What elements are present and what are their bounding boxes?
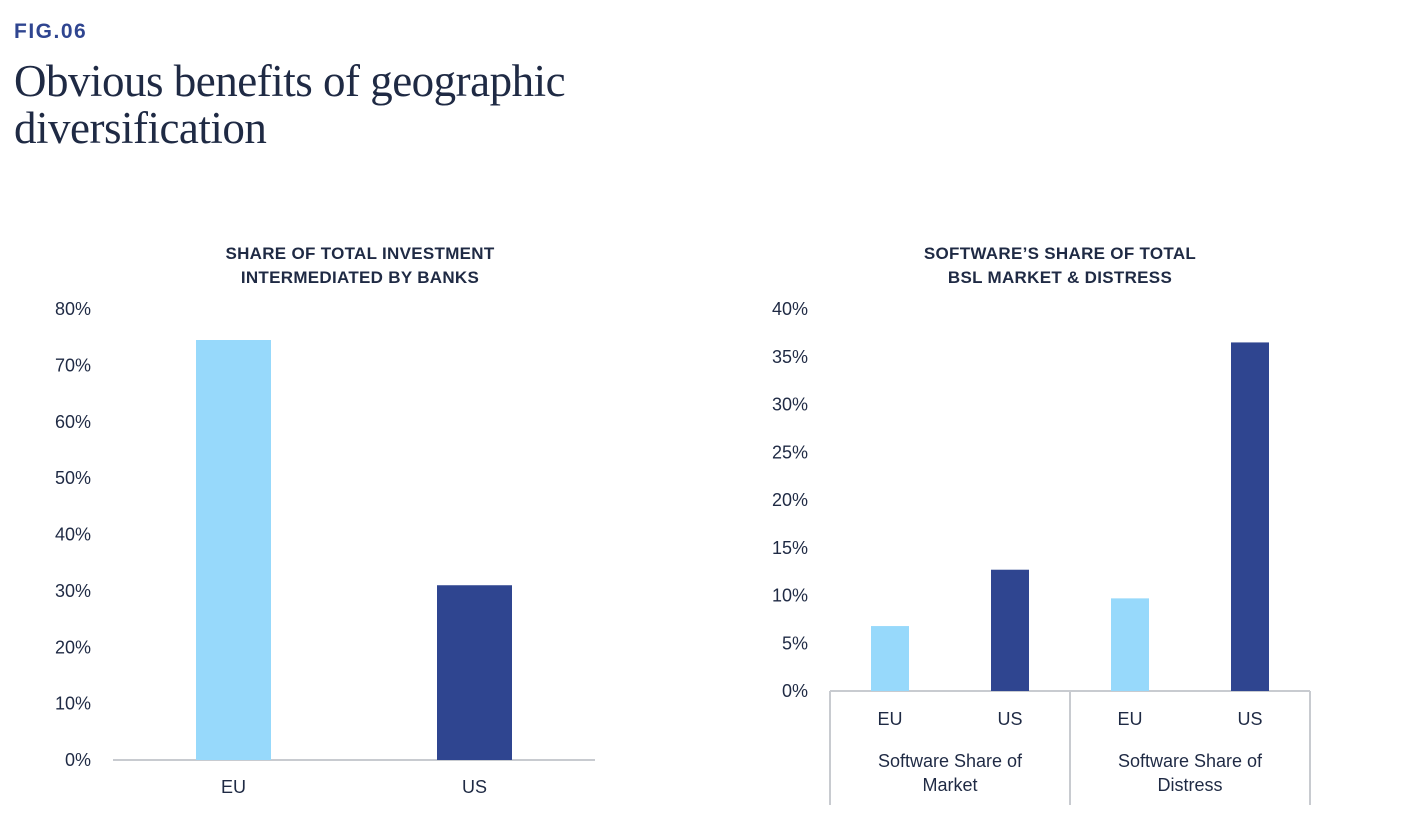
y-tick-label: 30%	[55, 581, 91, 601]
bar-us	[991, 569, 1029, 691]
chart-1-title-line-1: SHARE OF TOTAL INVESTMENT	[225, 244, 495, 263]
x-tick-label: EU	[1117, 709, 1142, 729]
group-label: Software Share of	[1118, 751, 1263, 771]
figure-title: Obvious benefits of geographic diversifi…	[14, 56, 566, 153]
figure-label: FIG.06	[14, 20, 88, 43]
group-label: Market	[922, 775, 977, 795]
y-tick-label: 25%	[772, 442, 808, 462]
y-tick-label: 15%	[772, 538, 808, 558]
chart-2-title: SOFTWARE’S SHARE OF TOTAL BSL MARKET & D…	[860, 242, 1260, 290]
group-label: Software Share of	[878, 751, 1023, 771]
chart-2-title-line-2: BSL MARKET & DISTRESS	[947, 268, 1173, 287]
y-tick-label: 70%	[55, 355, 91, 375]
y-tick-label: 10%	[772, 586, 808, 606]
chart-1-title: SHARE OF TOTAL INVESTMENT INTERMEDIATED …	[160, 242, 560, 290]
y-tick-label: 40%	[772, 299, 808, 319]
y-tick-label: 50%	[55, 468, 91, 488]
x-tick-label: US	[997, 709, 1022, 729]
y-tick-label: 20%	[55, 637, 91, 657]
x-tick-label: EU	[877, 709, 902, 729]
y-tick-label: 0%	[65, 750, 91, 770]
y-tick-label: 10%	[55, 694, 91, 714]
y-tick-label: 20%	[772, 490, 808, 510]
y-tick-label: 60%	[55, 412, 91, 432]
y-tick-label: 80%	[55, 299, 91, 319]
y-tick-label: 35%	[772, 347, 808, 367]
y-tick-label: 5%	[782, 633, 808, 653]
x-tick-label: US	[462, 777, 487, 797]
bar-us	[1231, 342, 1269, 691]
y-tick-label: 0%	[782, 681, 808, 701]
chart-1-title-line-2: INTERMEDIATED BY BANKS	[240, 268, 480, 287]
bar-us	[437, 585, 512, 760]
bar-eu	[1111, 598, 1149, 691]
chart-2-title-line-1: SOFTWARE’S SHARE OF TOTAL	[923, 244, 1197, 263]
group-label: Distress	[1157, 775, 1222, 795]
y-tick-label: 40%	[55, 525, 91, 545]
bar-eu	[196, 340, 271, 760]
bar-eu	[871, 626, 909, 691]
x-tick-label: EU	[221, 777, 246, 797]
x-tick-label: US	[1237, 709, 1262, 729]
y-tick-label: 30%	[772, 395, 808, 415]
